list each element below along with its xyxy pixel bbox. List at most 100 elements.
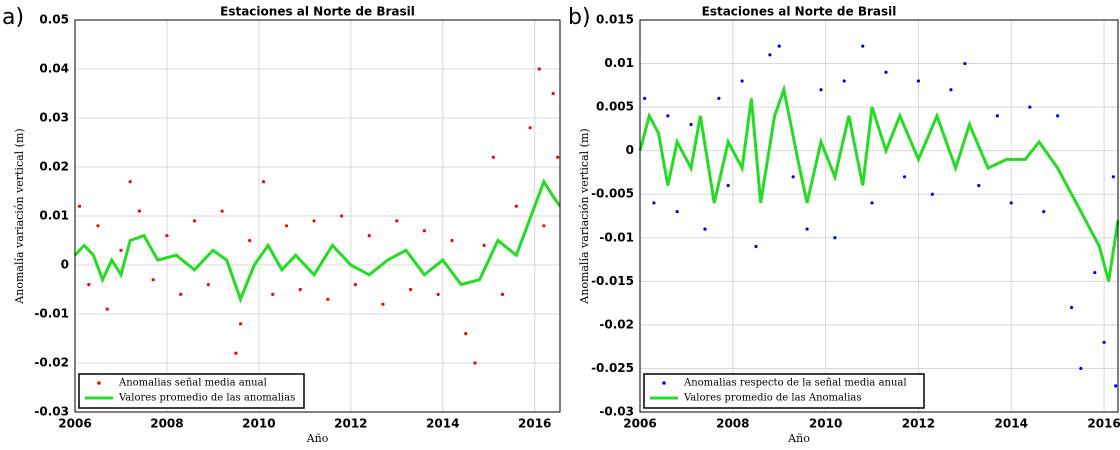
data-point	[777, 44, 781, 48]
legend-label: Valores promedio de las Anomalias	[683, 393, 861, 404]
y-tick-label: 0.02	[39, 160, 69, 174]
data-point	[192, 219, 197, 223]
x-tick-label: 2008	[716, 417, 749, 431]
data-point	[436, 292, 440, 296]
data-point	[238, 322, 243, 326]
y-tick-label: 0	[61, 258, 69, 272]
data-point	[805, 227, 809, 231]
plot-area	[640, 20, 1118, 412]
data-point	[450, 238, 454, 243]
data-point	[1079, 366, 1083, 371]
y-tick-label: 0.05	[39, 13, 69, 27]
data-point	[298, 287, 302, 292]
data-point	[422, 229, 426, 233]
panel-label: a)	[2, 5, 24, 30]
data-point	[473, 361, 477, 365]
data-point	[819, 88, 823, 92]
legend-label: Anomalias señal media anual	[118, 378, 267, 389]
data-point	[551, 91, 555, 96]
x-tick-label: 2006	[58, 417, 91, 431]
data-point	[1114, 384, 1118, 388]
data-point	[1042, 210, 1046, 214]
data-line	[73, 178, 562, 304]
y-tick-label: 0.04	[39, 62, 69, 76]
data-point	[464, 332, 468, 336]
data-point	[87, 283, 91, 287]
y-tick-label: 0.01	[604, 56, 634, 70]
data-point	[220, 209, 224, 213]
data-point	[284, 224, 289, 228]
x-tick-label: 2016	[1087, 417, 1120, 431]
data-point	[930, 192, 934, 196]
plot-frame	[639, 19, 1119, 413]
x-tick-label: 2010	[809, 417, 842, 431]
y-axis-label: Anomalía variación vertical (m)	[13, 128, 26, 304]
data-point	[666, 114, 670, 118]
data-point	[703, 227, 707, 231]
data-point	[740, 79, 744, 83]
y-tick-label: -0.01	[599, 230, 634, 244]
data-point	[482, 243, 486, 247]
x-tick-label: 2006	[623, 417, 656, 431]
legend-box	[643, 373, 925, 409]
x-axis-label: Año	[306, 432, 329, 445]
data-point	[1102, 340, 1106, 344]
data-point	[271, 292, 275, 296]
data-point	[395, 219, 399, 223]
legend-label: Valores promedio de las anomalias	[118, 393, 295, 404]
data-point	[916, 79, 921, 83]
data-point	[206, 283, 210, 287]
data-point	[234, 351, 238, 355]
data-point	[179, 292, 183, 296]
x-tick-label: 2014	[426, 417, 459, 431]
data-point	[261, 180, 266, 184]
data-point	[312, 219, 316, 223]
legend-marker	[97, 381, 101, 385]
y-tick-label: -0.03	[599, 405, 634, 419]
data-point	[643, 96, 647, 100]
data-point	[326, 297, 330, 301]
x-tick-label: 2010	[242, 417, 275, 431]
data-point	[977, 183, 981, 188]
data-point	[963, 61, 967, 66]
data-point	[1009, 201, 1013, 205]
data-point	[884, 70, 888, 74]
legend-label: Anomalias respecto de la señal media anu…	[683, 378, 907, 389]
data-point	[408, 287, 413, 292]
data-point	[340, 214, 344, 218]
x-tick-label: 2012	[334, 417, 367, 431]
data-point	[542, 224, 546, 228]
data-point	[870, 201, 874, 205]
data-point	[902, 175, 907, 179]
legend-box	[78, 373, 305, 409]
data-point	[248, 238, 252, 243]
x-axis-label: Año	[787, 432, 810, 445]
data-point	[791, 175, 795, 179]
x-tick-label: 2014	[995, 417, 1028, 431]
data-point	[754, 244, 758, 249]
data-point	[381, 302, 385, 306]
data-point	[528, 126, 532, 130]
data-point	[491, 155, 495, 159]
chart-title: Estaciones al Norte de Brasil	[702, 5, 897, 19]
data-point	[353, 283, 358, 287]
panel: b) -0.03 -0.025 -0.02 -0.015 -0.01 -0.005 0 0.00…	[568, 5, 1120, 446]
y-tick-label: 0.015	[596, 13, 634, 27]
data-point	[1028, 105, 1032, 109]
data-point	[367, 234, 371, 238]
data-point	[1093, 271, 1097, 275]
data-point	[1111, 175, 1115, 179]
panel-label: b)	[568, 5, 591, 30]
y-tick-label: -0.02	[34, 356, 69, 370]
data-point	[514, 204, 518, 208]
data-point	[717, 96, 721, 100]
x-tick-label: 2012	[902, 417, 935, 431]
x-tick-label: 2016	[518, 417, 551, 431]
data-point	[77, 204, 82, 208]
data-point	[119, 248, 123, 252]
data-point	[652, 201, 656, 205]
data-point	[96, 224, 100, 228]
legend-marker	[662, 381, 666, 385]
x-tick-label: 2008	[150, 417, 183, 431]
